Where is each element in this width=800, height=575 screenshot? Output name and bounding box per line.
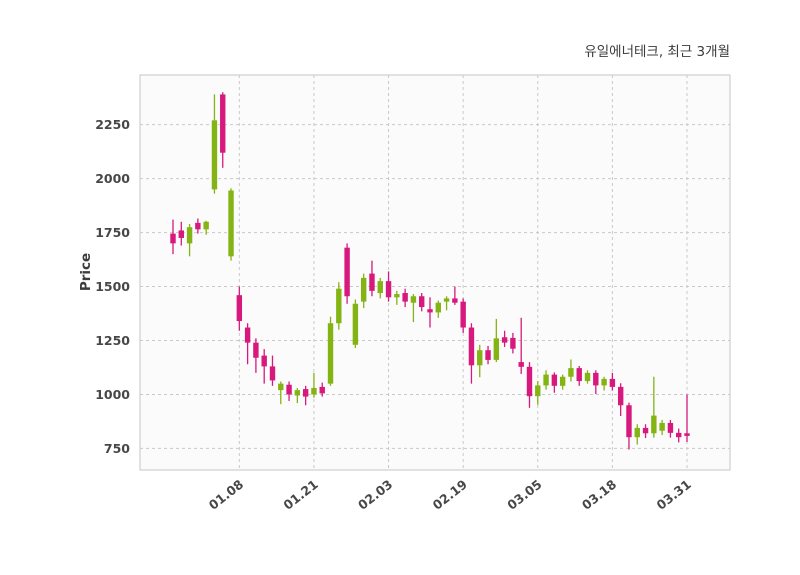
candle-body <box>336 288 342 324</box>
candle-body <box>311 387 317 395</box>
y-tick-label: 2000 <box>95 171 130 186</box>
x-tick-label: 03.05 <box>504 477 544 513</box>
candle-body <box>584 372 591 382</box>
candle-body <box>676 432 682 438</box>
candle-body <box>443 298 450 302</box>
candle-body <box>294 390 301 396</box>
candle-body <box>269 366 276 381</box>
candle-body <box>477 350 483 366</box>
candle-body <box>435 302 441 313</box>
candle-body <box>626 405 632 438</box>
candle-body <box>460 301 466 328</box>
candle-body <box>617 386 624 406</box>
candle-body <box>510 337 516 349</box>
candle-body <box>253 342 259 358</box>
candle-body <box>651 415 657 434</box>
candle-body <box>468 327 475 366</box>
candle-body <box>286 384 292 395</box>
candle-body <box>634 427 640 438</box>
candle-body <box>659 422 665 431</box>
candle-body <box>667 422 674 433</box>
candle-body <box>203 221 209 230</box>
candle-body <box>178 230 184 238</box>
candle-body <box>485 350 491 360</box>
candle-body <box>601 378 607 386</box>
y-tick-label: 750 <box>104 441 130 456</box>
x-tick-label: 01.08 <box>206 477 246 513</box>
candle-body <box>186 227 193 244</box>
candle-body <box>568 368 574 377</box>
candle-body <box>220 94 226 153</box>
candle-body <box>609 378 616 387</box>
candle-body <box>195 222 201 230</box>
candle-body <box>211 120 218 190</box>
candle-body <box>377 281 383 294</box>
candle-body <box>244 327 251 343</box>
candle-body <box>427 309 433 313</box>
candle-body <box>526 366 533 397</box>
candle-body <box>236 295 243 322</box>
x-tick-label: 03.31 <box>653 477 693 513</box>
candle-body <box>535 385 541 397</box>
candle-body <box>559 376 566 386</box>
x-tick-label: 03.18 <box>579 477 619 513</box>
candle-body <box>352 303 359 345</box>
plot-area: 750 1000 1250 1500 1750 2000 2250 01.08 01.21 02.… <box>95 74 731 513</box>
candle-body <box>385 281 392 298</box>
candle-body <box>410 296 417 303</box>
y-tick-label: 1250 <box>95 333 130 348</box>
candle-body <box>452 298 458 303</box>
candle-body <box>170 233 176 244</box>
y-tick-label: 1500 <box>95 279 130 294</box>
plot-border <box>139 74 731 471</box>
candle-body <box>684 433 690 436</box>
candle-body <box>543 374 549 386</box>
candle-body <box>493 338 500 360</box>
candle-body <box>261 355 267 367</box>
candle-body <box>501 337 508 343</box>
candle-body <box>228 190 234 257</box>
candle-body <box>302 389 309 397</box>
candle-body <box>419 296 425 308</box>
candle-body <box>642 427 649 434</box>
candle-body <box>278 383 284 391</box>
candle-body <box>319 386 325 394</box>
candle-body <box>360 277 367 302</box>
plot-background <box>140 75 730 470</box>
y-tick-label: 2250 <box>95 117 130 132</box>
candle-body <box>402 293 408 302</box>
y-tick-label: 1000 <box>95 387 130 402</box>
candle-body <box>394 294 400 298</box>
x-tick-label: 01.21 <box>280 477 320 513</box>
y-axis-label: Price <box>78 253 94 291</box>
y-tick-label: 1750 <box>95 225 130 240</box>
candle-body <box>369 273 375 291</box>
candle-body <box>593 372 599 386</box>
candle-body <box>344 247 350 297</box>
candle-body <box>327 323 334 384</box>
candle-body <box>518 362 524 367</box>
candle-body <box>576 368 582 382</box>
chart-title: 유일에너테크, 최근 3개월 <box>584 44 730 60</box>
x-tick-label: 02.03 <box>355 477 395 513</box>
candle-body <box>551 374 558 386</box>
x-tick-label: 02.19 <box>430 477 470 513</box>
